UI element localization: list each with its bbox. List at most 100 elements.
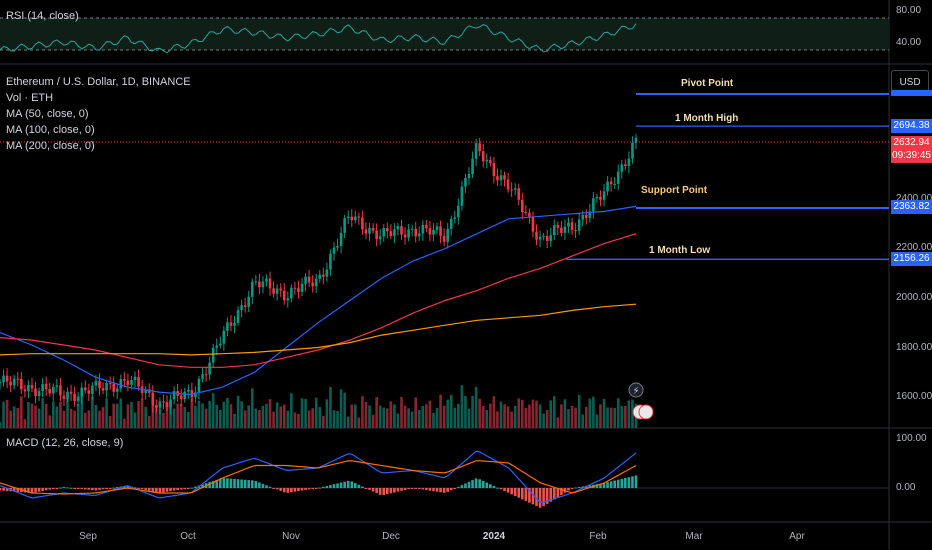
macd-histogram-bar	[226, 478, 229, 488]
macd-histogram-bar	[442, 488, 446, 493]
symbol-title: Ethereum / U.S. Dollar, 1D, BINANCE	[6, 76, 191, 88]
candle-body	[403, 234, 407, 238]
macd-histogram-bar	[250, 480, 254, 488]
flag-icon[interactable]	[638, 404, 654, 420]
volume-bar	[361, 396, 364, 428]
macd-histogram-bar	[51, 488, 55, 489]
candle-body	[293, 287, 297, 289]
volume-bar	[368, 405, 371, 428]
macd-histogram-bar	[12, 488, 16, 492]
macd-histogram-bar	[300, 488, 304, 491]
volume-bar	[382, 407, 386, 428]
macd-histogram-bar	[211, 480, 215, 488]
volume-bar	[609, 407, 613, 428]
candle-body	[55, 385, 59, 387]
macd-histogram-bar	[535, 488, 538, 507]
volume-bar	[5, 399, 9, 428]
volume-bar	[599, 404, 602, 428]
candle-body	[410, 228, 414, 230]
volume-bar	[322, 415, 325, 428]
volume-bar	[158, 408, 162, 428]
macd-histogram-bar	[521, 488, 524, 500]
candle-body	[16, 378, 20, 380]
candle-body	[350, 216, 354, 221]
macd-histogram-bar	[336, 483, 339, 488]
volume-bar	[98, 410, 101, 428]
volume-bar	[279, 406, 282, 428]
macd-histogram-bar	[481, 480, 485, 488]
volume-bar	[76, 404, 80, 428]
macd-histogram-bar	[27, 488, 30, 493]
rsi-title: RSI (14, close)	[6, 10, 79, 22]
volume-bar	[371, 414, 375, 428]
candle-body	[361, 217, 364, 230]
candle-body	[91, 385, 94, 394]
macd-histogram-bar	[279, 488, 282, 491]
indicator-ma50[interactable]: MA (50, close, 0)	[6, 108, 89, 120]
candle-body	[105, 383, 108, 391]
volume-bar	[414, 397, 418, 428]
candle-body	[535, 231, 538, 240]
candle-body	[439, 226, 442, 236]
candle-body	[318, 274, 322, 279]
price-tag-support: 2363.82	[891, 200, 932, 214]
volume-bar	[282, 404, 286, 428]
macd-histogram-bar	[73, 488, 76, 489]
volume-bar	[517, 398, 521, 428]
candle-body	[503, 175, 506, 180]
volume-bar	[133, 412, 137, 428]
volume-bar	[499, 401, 503, 428]
price-tick: 2000.00	[896, 292, 932, 303]
macd-histogram-bar	[545, 488, 549, 504]
candle-body	[400, 226, 403, 235]
macd-histogram-bar	[627, 477, 631, 488]
macd-histogram-bar	[499, 488, 503, 490]
macd-histogram-bar	[471, 480, 474, 488]
candle-body	[375, 230, 378, 240]
macd-histogram-bar	[147, 488, 151, 491]
volume-bar	[432, 412, 435, 428]
macd-histogram-bar	[69, 487, 73, 489]
macd-histogram-bar	[325, 485, 329, 488]
candle-body	[584, 214, 588, 219]
volume-bar	[442, 405, 446, 428]
macd-histogram-bar	[417, 488, 421, 489]
indicator-ma100[interactable]: MA (100, close, 0)	[6, 124, 95, 136]
volume-bar	[265, 403, 268, 428]
volume-bar	[162, 412, 165, 428]
macd-histogram-bar	[243, 479, 247, 488]
candle-body	[496, 176, 499, 181]
volume-bar	[240, 401, 243, 428]
svg-text:⚡: ⚡	[632, 386, 639, 397]
volume-bar	[16, 408, 20, 428]
candle-body	[211, 347, 215, 363]
macd-histogram-bar	[624, 478, 627, 488]
candle-body	[137, 376, 140, 387]
volume-bar	[563, 399, 567, 428]
candle-body	[311, 282, 314, 287]
candle-body	[258, 281, 261, 288]
candle-body	[599, 196, 602, 200]
volume-bar	[20, 396, 23, 428]
price-tag-month-high: 2694.38	[891, 119, 932, 133]
indicator-ma200[interactable]: MA (200, close, 0)	[6, 140, 95, 152]
candle-body	[222, 330, 226, 344]
candle-body	[73, 393, 76, 402]
volume-bar	[272, 411, 275, 428]
macd-histogram-bar	[41, 488, 44, 491]
macd-histogram-bar	[588, 485, 592, 488]
macd-histogram-bar	[314, 488, 318, 489]
candle-body	[407, 229, 410, 238]
volume-bar	[304, 398, 307, 428]
candle-body	[489, 159, 492, 164]
volume-bar	[428, 400, 432, 428]
macd-histogram-bar	[254, 481, 258, 488]
volume-bar	[457, 403, 460, 428]
candle-body	[421, 224, 425, 234]
indicator-volume[interactable]: Vol · ETH	[6, 92, 54, 104]
candle-body	[169, 399, 172, 408]
lightning-icon[interactable]	[628, 382, 644, 398]
macd-histogram-bar	[172, 488, 176, 491]
volume-bar	[556, 417, 560, 428]
